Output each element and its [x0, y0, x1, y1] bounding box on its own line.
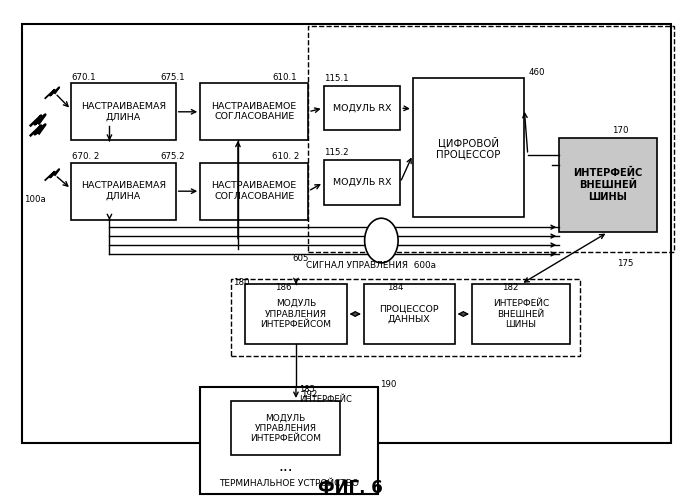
Text: ...: ...	[278, 459, 293, 474]
Text: ИНТЕРФЕЙС
ВНЕШНЕЙ
ШИНЫ: ИНТЕРФЕЙС ВНЕШНЕЙ ШИНЫ	[573, 168, 643, 202]
Text: 610.1: 610.1	[272, 73, 297, 82]
Text: 175: 175	[617, 259, 634, 268]
Text: 670.1: 670.1	[72, 73, 97, 82]
Text: 605: 605	[293, 254, 309, 263]
Text: 180: 180	[233, 278, 249, 287]
Text: МОДУЛЬ
УПРАВЛЕНИЯ
ИНТЕРФЕЙСОМ: МОДУЛЬ УПРАВЛЕНИЯ ИНТЕРФЕЙСОМ	[260, 299, 332, 329]
Bar	[323, 86, 400, 130]
Text: МОДУЛЬ
УПРАВЛЕНИЯ
ИНТЕРФЕЙСОМ: МОДУЛЬ УПРАВЛЕНИЯ ИНТЕРФЕЙСОМ	[250, 413, 321, 443]
Bar	[71, 83, 176, 140]
Text: НАСТРАИВАЕМАЯ
ДЛИНА: НАСТРАИВАЕМАЯ ДЛИНА	[80, 102, 166, 121]
Text: СИГНАЛ УПРАВЛЕНИЯ  600a: СИГНАЛ УПРАВЛЕНИЯ 600a	[306, 261, 436, 270]
Text: ПРОЦЕССОР
ДАННЫХ: ПРОЦЕССОР ДАННЫХ	[379, 304, 439, 324]
Bar	[559, 138, 657, 232]
Bar	[472, 284, 570, 344]
Bar	[364, 284, 454, 344]
Text: 170: 170	[612, 126, 629, 135]
Bar	[232, 279, 580, 356]
Text: 115.1: 115.1	[324, 74, 349, 83]
Text: НАСТРАИВАЕМАЯ
ДЛИНА: НАСТРАИВАЕМАЯ ДЛИНА	[80, 182, 166, 201]
Bar	[323, 160, 400, 205]
Text: 100a: 100a	[24, 196, 46, 205]
Text: 675.2: 675.2	[160, 152, 185, 161]
Text: 610. 2: 610. 2	[272, 152, 300, 161]
Text: 190: 190	[380, 380, 396, 389]
Text: НАСТРАИВАЕМОЕ
СОГЛАСОВАНИЕ: НАСТРАИВАЕМОЕ СОГЛАСОВАНИЕ	[211, 182, 297, 201]
Text: 115.2: 115.2	[324, 148, 349, 157]
Text: 182: 182	[502, 283, 519, 292]
Text: МОДУЛЬ RX: МОДУЛЬ RX	[332, 178, 391, 187]
Text: МОДУЛЬ RX: МОДУЛЬ RX	[332, 104, 391, 113]
Text: 186: 186	[275, 283, 292, 292]
Ellipse shape	[365, 218, 398, 263]
Bar	[232, 401, 340, 456]
Bar	[413, 78, 524, 217]
Text: 184: 184	[387, 283, 403, 292]
Bar	[308, 26, 674, 252]
Text: НАСТРАИВАЕМОЕ
СОГЛАСОВАНИЕ: НАСТРАИВАЕМОЕ СОГЛАСОВАНИЕ	[211, 102, 297, 121]
Bar	[71, 163, 176, 220]
Bar	[200, 83, 308, 140]
Bar	[200, 163, 308, 220]
Text: ЦИФРОВОЙ
ПРОЦЕССОР: ЦИФРОВОЙ ПРОЦЕССОР	[436, 136, 500, 159]
Bar	[200, 387, 378, 494]
Text: ТЕРМИНАЛЬНОЕ УСТРОЙСТВО: ТЕРМИНАЛЬНОЕ УСТРОЙСТВО	[218, 479, 358, 488]
Bar	[246, 284, 346, 344]
Text: 670. 2: 670. 2	[72, 152, 99, 161]
Text: 192: 192	[301, 390, 318, 399]
Bar	[22, 24, 671, 443]
Text: 675.1: 675.1	[160, 73, 185, 82]
Text: ФИГ. 6: ФИГ. 6	[318, 479, 382, 497]
Text: 460: 460	[528, 68, 545, 77]
Text: ИНТЕРФЕЙС
ВНЕШНЕЙ
ШИНЫ: ИНТЕРФЕЙС ВНЕШНЕЙ ШИНЫ	[493, 299, 549, 329]
Text: 185
ИНТЕРФЕЙС: 185 ИНТЕРФЕЙС	[300, 385, 352, 404]
